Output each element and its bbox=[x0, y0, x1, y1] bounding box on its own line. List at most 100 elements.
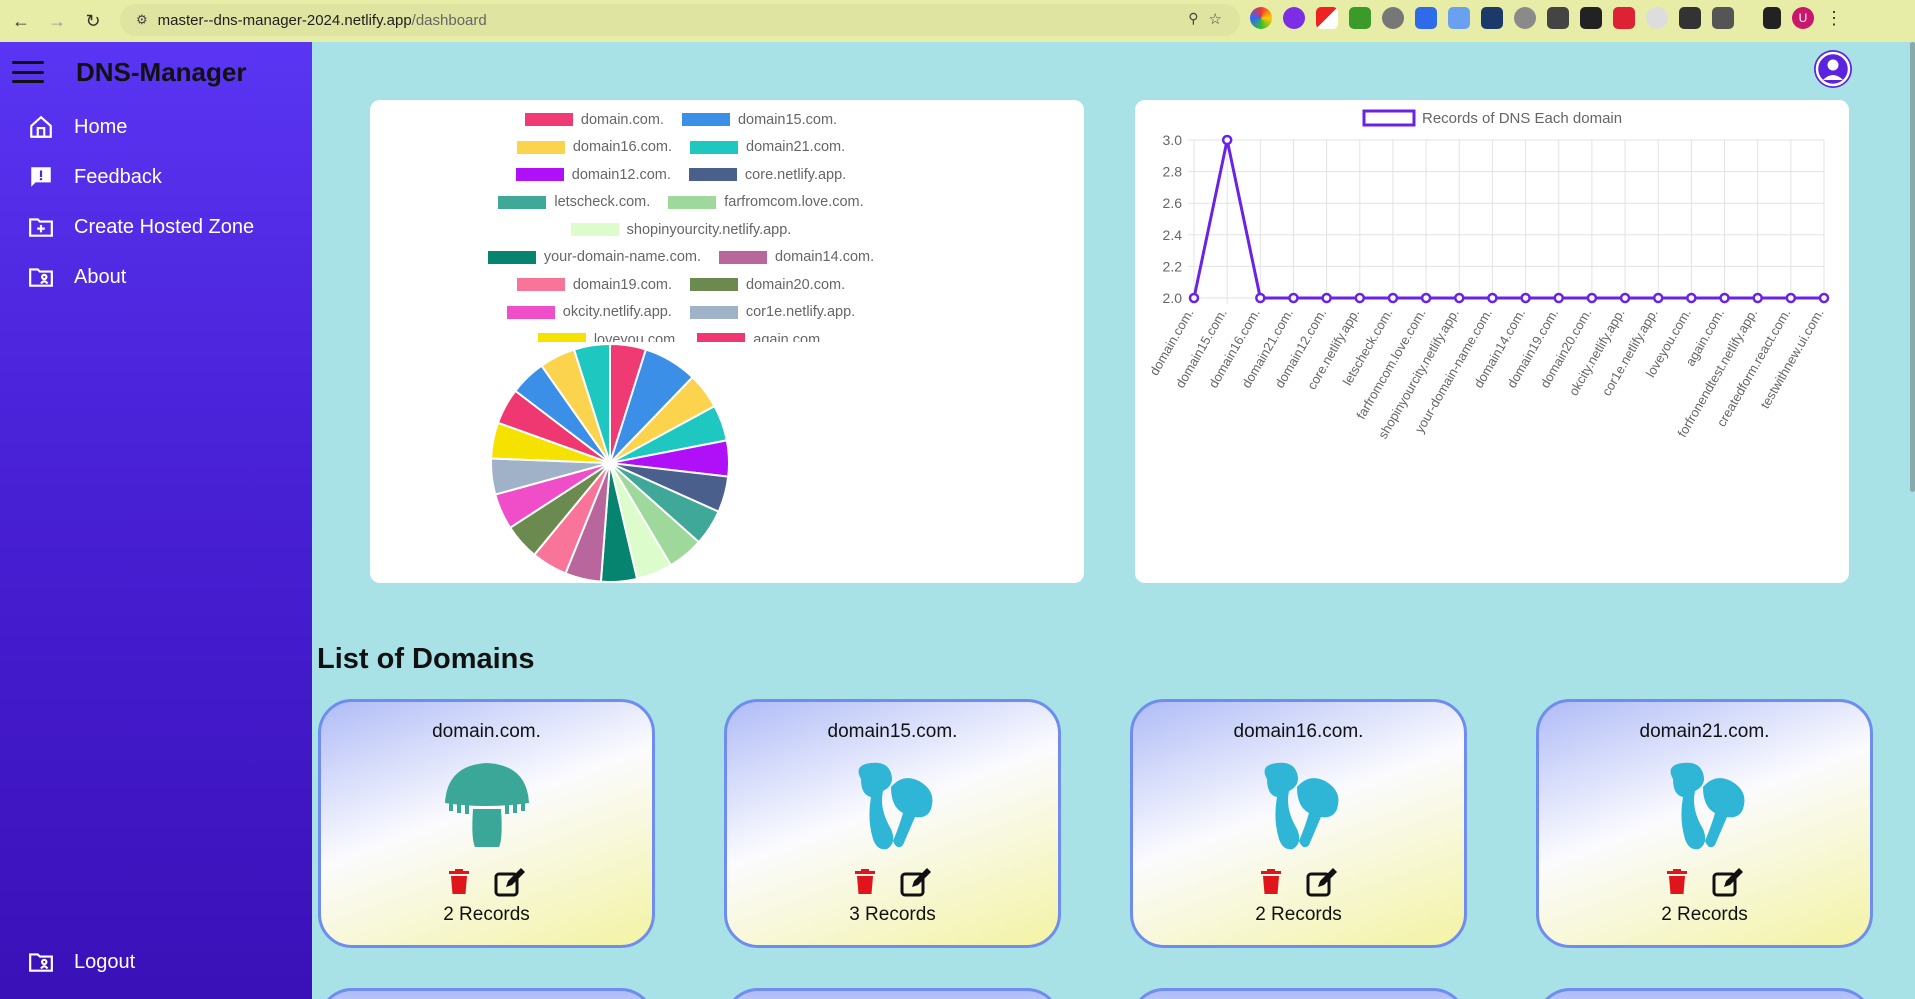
mushroom-icon bbox=[444, 763, 529, 847]
domains-section-title: List of Domains bbox=[317, 643, 535, 675]
legend-item[interactable]: domain20.com. bbox=[690, 277, 845, 293]
pie-slice bbox=[609, 462, 673, 581]
sidebar-item-label: Create Hosted Zone bbox=[74, 215, 255, 238]
legend-item[interactable]: again.com. bbox=[697, 332, 824, 342]
legend-item[interactable]: domain16.com. bbox=[516, 139, 672, 156]
legend-label: domain16.com. bbox=[572, 139, 672, 156]
extension-icon[interactable] bbox=[1580, 7, 1602, 29]
extension-icon[interactable] bbox=[1613, 7, 1635, 29]
legend-item[interactable]: shopinyourcity.netlify.app. bbox=[570, 222, 791, 238]
pie-slice bbox=[564, 462, 611, 583]
legend-swatch bbox=[516, 140, 565, 154]
domain-card-partial bbox=[1536, 988, 1873, 999]
data-point bbox=[1354, 292, 1366, 304]
legend-label: domain20.com. bbox=[746, 276, 846, 293]
legend-item[interactable]: domain19.com. bbox=[516, 277, 672, 293]
legend-swatch bbox=[516, 278, 565, 292]
legend-item[interactable]: letscheck.com. bbox=[498, 194, 650, 210]
legend-item[interactable]: farfromcom.love.com. bbox=[668, 194, 864, 210]
delete-icon[interactable] bbox=[448, 869, 470, 895]
pie-slice bbox=[508, 462, 611, 557]
domain-card[interactable]: domain21.com. 2 Records bbox=[1536, 699, 1873, 948]
legend-item[interactable]: domain15.com. bbox=[681, 112, 837, 128]
side-panel-icon[interactable] bbox=[1763, 7, 1781, 29]
pie-slice bbox=[609, 348, 694, 464]
browser-profile-avatar[interactable]: U bbox=[1792, 7, 1814, 29]
data-point bbox=[1420, 292, 1432, 304]
data-point bbox=[1520, 292, 1531, 304]
address-bar[interactable]: ⚙ master--dns-manager-2024.netlify.app/d… bbox=[120, 4, 1240, 36]
extension-icon[interactable] bbox=[1283, 7, 1305, 29]
legend-swatch bbox=[681, 113, 730, 127]
domain-card-partial bbox=[724, 988, 1061, 999]
edit-icon[interactable] bbox=[1306, 867, 1338, 897]
domain-card[interactable]: domain16.com. 2 Records bbox=[1130, 699, 1467, 948]
legend-item[interactable]: loveyou.com. bbox=[537, 332, 679, 342]
hamburger-menu-icon[interactable] bbox=[12, 61, 44, 83]
back-icon[interactable]: ← bbox=[12, 10, 30, 31]
edit-icon[interactable] bbox=[900, 867, 932, 897]
sidebar-item-create-hosted-zone[interactable]: Create Hosted Zone bbox=[0, 202, 312, 252]
legend-row: okcity.netlify.app. cor1e.netlify.app. bbox=[370, 299, 1084, 327]
site-info-icon[interactable]: ⚙ bbox=[136, 12, 148, 27]
extension-icon[interactable] bbox=[1646, 7, 1668, 29]
legend-label: your-domain-name.com. bbox=[543, 249, 701, 266]
delete-icon[interactable] bbox=[1260, 869, 1282, 895]
pie-legend: domain.com. domain15.com. domain16.com. dom… bbox=[370, 106, 1084, 342]
extensions-puzzle-icon[interactable] bbox=[1712, 7, 1734, 29]
reload-icon[interactable]: ↻ bbox=[85, 10, 101, 31]
forward-icon[interactable]: → bbox=[48, 10, 66, 31]
extension-icon[interactable] bbox=[1481, 7, 1503, 29]
edit-icon[interactable] bbox=[1712, 867, 1744, 897]
legend-item[interactable]: cor1e.netlify.app. bbox=[689, 304, 855, 320]
data-point bbox=[1487, 292, 1498, 304]
legend-item[interactable]: domain21.com. bbox=[690, 139, 845, 155]
extension-icon[interactable] bbox=[1250, 7, 1272, 29]
legend-swatch bbox=[537, 333, 586, 342]
extension-icon[interactable] bbox=[1448, 7, 1470, 29]
user-avatar[interactable] bbox=[1814, 50, 1852, 88]
pie-slice bbox=[609, 462, 720, 544]
legend-item[interactable]: domain.com. bbox=[524, 112, 664, 128]
extension-icon[interactable] bbox=[1382, 7, 1404, 29]
bookmark-star-icon[interactable]: ☆ bbox=[1208, 11, 1222, 28]
sidebar-item-about[interactable]: About bbox=[0, 252, 312, 302]
sidebar-item-home[interactable]: Home bbox=[0, 102, 312, 152]
data-point bbox=[1586, 292, 1598, 304]
extension-icon[interactable] bbox=[1349, 7, 1371, 29]
legend-row: domain19.com. domain20.com. bbox=[370, 271, 1084, 299]
domain-card-partial bbox=[318, 988, 655, 999]
extension-icon[interactable] bbox=[1679, 7, 1701, 29]
domain-card[interactable]: domain.com. 2 Records bbox=[318, 699, 655, 948]
domain-card[interactable]: domain15.com. 3 Records bbox=[724, 699, 1061, 948]
legend-item[interactable]: domain14.com. bbox=[719, 249, 874, 265]
extension-icon[interactable] bbox=[1316, 7, 1338, 29]
delete-icon[interactable] bbox=[854, 869, 876, 895]
zoom-icon[interactable]: ⚲ bbox=[1188, 10, 1199, 26]
legend-item[interactable]: core.netlify.app. bbox=[688, 167, 846, 183]
legend-item[interactable]: your-domain-name.com. bbox=[487, 249, 701, 266]
legend-swatch bbox=[524, 113, 573, 127]
sidebar-item-logout[interactable]: Logout bbox=[0, 937, 312, 987]
domain-name: domain16.com. bbox=[1233, 721, 1364, 742]
data-point bbox=[1221, 134, 1233, 146]
legend-swatch bbox=[498, 195, 547, 209]
data-point bbox=[1387, 292, 1399, 304]
legend-item[interactable]: domain12.com. bbox=[515, 167, 671, 183]
pie-slice bbox=[490, 457, 611, 496]
data-point bbox=[1188, 292, 1200, 304]
extension-icon[interactable] bbox=[1415, 7, 1437, 29]
extension-icon[interactable] bbox=[1547, 7, 1569, 29]
legend-label: again.com. bbox=[753, 331, 825, 342]
delete-icon[interactable] bbox=[1666, 869, 1688, 895]
legend-label: letscheck.com. bbox=[554, 194, 651, 211]
legend-item[interactable]: okcity.netlify.app. bbox=[506, 304, 672, 320]
sidebar-item-feedback[interactable]: Feedback bbox=[0, 152, 312, 202]
extensions-area: U ⋮ bbox=[1250, 7, 1843, 29]
edit-icon[interactable] bbox=[494, 867, 526, 897]
browser-menu-icon[interactable]: ⋮ bbox=[1825, 7, 1843, 28]
extension-icon[interactable] bbox=[1514, 7, 1536, 29]
data-point bbox=[1686, 292, 1697, 304]
mushroom-icon bbox=[1670, 762, 1744, 850]
page-scrollbar[interactable] bbox=[1910, 42, 1915, 492]
